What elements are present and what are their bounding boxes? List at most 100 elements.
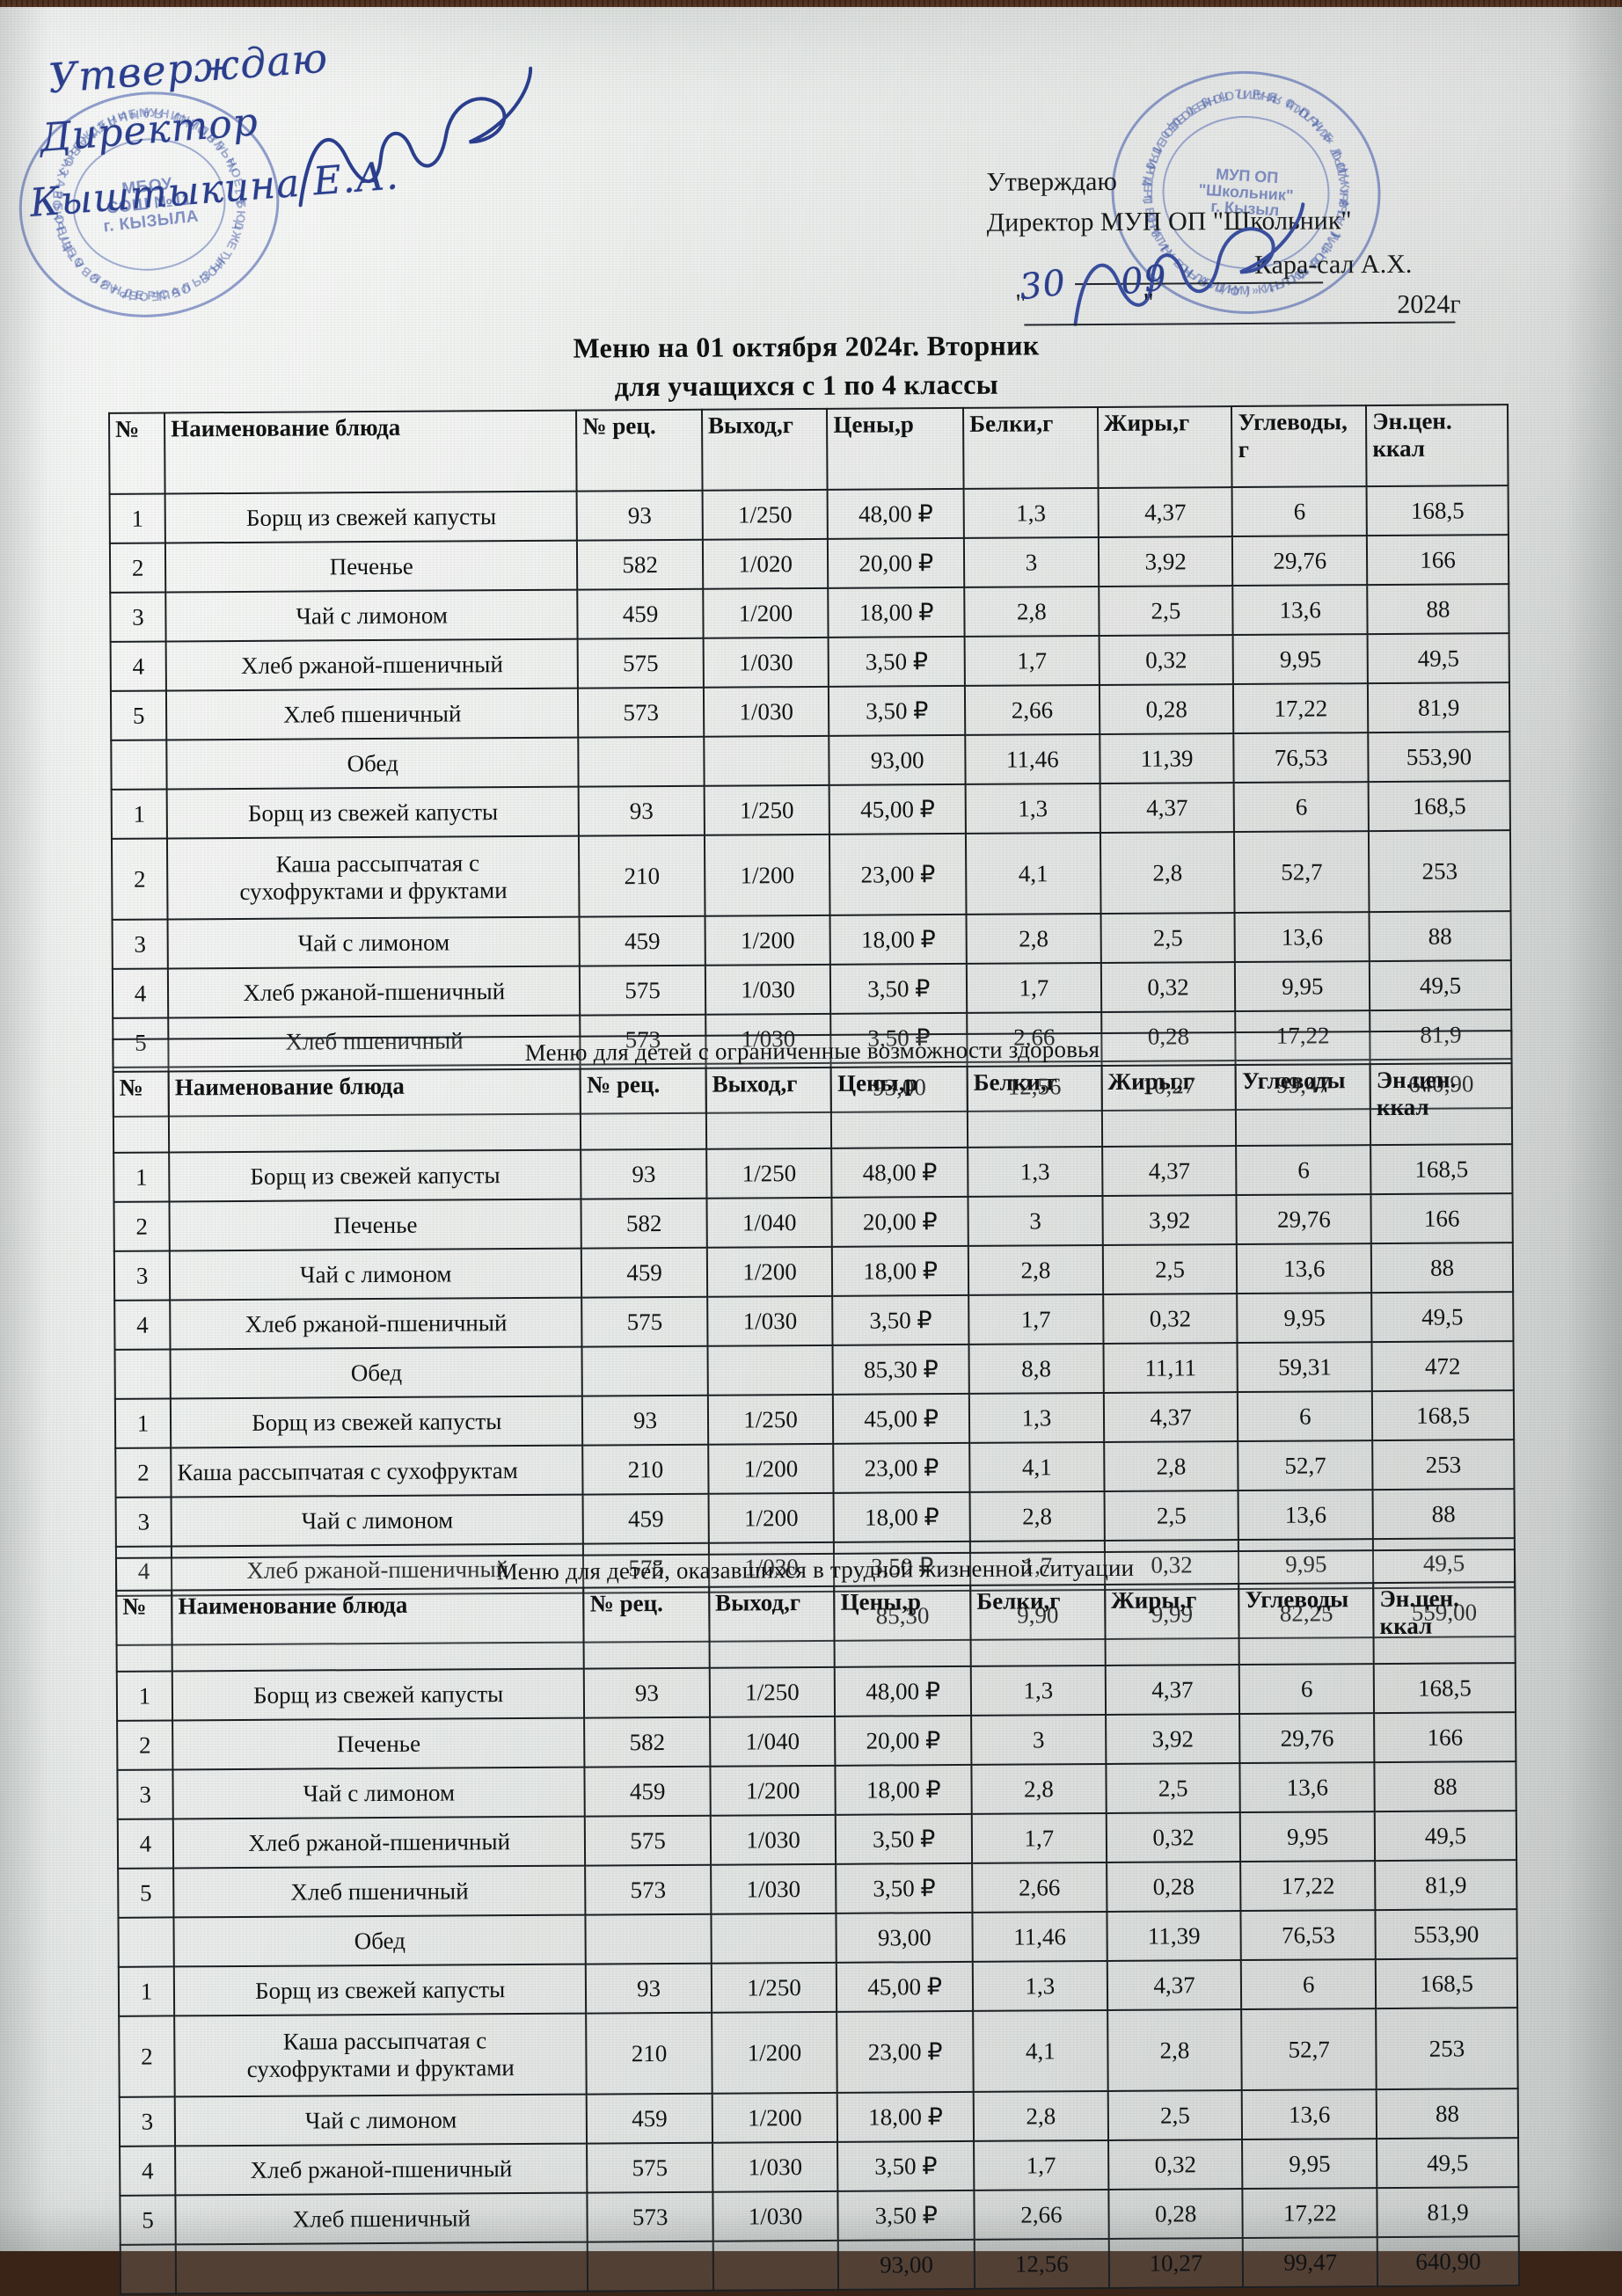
cell-dish-name: Чай с лимоном [171, 1494, 584, 1547]
table-row: 5 Хлеб пшеничный 573 1/030 3,50 ₽2,66 0,28 17,… [110, 682, 1510, 740]
stamp-arc-char: Ю [233, 209, 249, 224]
cell-fat: 11,39 [1100, 733, 1235, 784]
cell-dish-name: Борщ из свежей капусты [166, 786, 580, 839]
cell-recipe: 575 [581, 1296, 708, 1347]
stamp-arc-char: П [1142, 170, 1158, 183]
stamp-arc-char: Ы [207, 256, 226, 275]
table3-subtotal-body: Обед 93,00 11,46 11,39 76,53 553,90 [118, 1909, 1517, 1967]
cell-carbs: 29,76 [1239, 1713, 1375, 1764]
cell-protein: 11,46 [972, 1911, 1107, 1962]
cell-output [711, 1913, 837, 1964]
cell-dish-name: Борщ из свежей капусты [164, 491, 578, 543]
stamp-arc-char: С [1178, 106, 1195, 124]
cell-fat: 0,32 [1099, 635, 1234, 685]
stamp-arc-char: Н [1308, 117, 1326, 135]
stamp-arc-char: Е [134, 287, 146, 302]
cell-number: 3 [113, 1250, 171, 1301]
col-fat: Жиры,г [1097, 406, 1232, 488]
cell-output: 1/030 [710, 1863, 837, 1914]
director-signature-icon [1073, 202, 1305, 326]
cell-dish-name: Каша рассыпчатая с сухофруктам [171, 1445, 583, 1498]
cell-recipe: 573 [587, 2191, 713, 2242]
cell-energy: 88 [1370, 1243, 1514, 1294]
table-row: 3 Чай с лимоном 459 1/200 18,00 ₽2,8 2,5 13,6 8… [115, 1489, 1515, 1547]
table2-subtotal-body: Обед 85,30 ₽8,8 11,11 59,31 472 [114, 1341, 1514, 1399]
stamp-arc-char: Б [1164, 119, 1181, 136]
cell-dish-name: Чай с лимоном [169, 1248, 582, 1301]
stamp-arc-char: Г [1326, 145, 1343, 158]
cell-energy: 640,90 [1377, 2236, 1520, 2287]
cell-recipe: 93 [584, 1667, 710, 1718]
cell-protein: 3 [963, 536, 1099, 587]
table-row: 1 Борщ из свежей капусты 93 1/250 45,00 ₽1,3… [114, 1390, 1515, 1448]
cell-recipe: 459 [584, 1766, 711, 1817]
col-recipe: № рец. [583, 1586, 710, 1669]
table3-body-2: 1 Борщ из свежей капусты 93 1/250 45,00 ₽1,3… [118, 1958, 1519, 2245]
cell-number: 1 [113, 1152, 170, 1202]
stamp-arc-char: П [1141, 194, 1156, 205]
cell-energy: 168,5 [1366, 485, 1509, 536]
cell-recipe: 575 [577, 638, 704, 689]
cell-protein: 1,3 [963, 487, 1099, 538]
stamp-arc-char: Е [1141, 182, 1156, 193]
cell-dish-name: Чай с лимоном [172, 1767, 586, 1819]
stamp-arc-char: С [1282, 95, 1297, 113]
stamp-arc-char: « [1282, 97, 1297, 113]
cell-dish-name: Хлеб ржаной-пшеничный [165, 638, 579, 691]
cell-recipe: 582 [577, 539, 704, 590]
cell-carbs: 13,6 [1237, 1243, 1372, 1294]
subtotal-row: Обед 93,00 11,46 11,39 76,53 553,90 [118, 1909, 1517, 1967]
cell-price: 18,00 ₽ [828, 587, 965, 638]
cell-fat: 2,5 [1104, 1491, 1239, 1541]
cell-energy: 88 [1372, 1489, 1515, 1540]
cell-protein: 2,8 [964, 586, 1100, 637]
cell-carbs: 13,6 [1238, 1490, 1373, 1541]
stamp-arc-char: И [1264, 90, 1278, 106]
page-title-line2: для учащихся с 1 по 4 классы [614, 368, 999, 403]
col-energy: Эн.цен. ккал [1366, 405, 1509, 487]
cell-protein: 2,8 [969, 1491, 1105, 1542]
cell-fat: 11,11 [1103, 1343, 1238, 1393]
cell-number: 2 [113, 1201, 170, 1251]
stamp-arc-char: О [178, 281, 194, 298]
stamp-arc-char: Д [1141, 176, 1157, 188]
table-row: 1 Борщ из свежей капусты 93 1/250 48,00 ₽1,3… [109, 485, 1509, 543]
stamp-arc-char: Б [128, 288, 139, 303]
stamp-arc-char: З [56, 165, 73, 179]
table1-subtotal-body: Обед 93,00 11,46 11,39 76,53 553,90 [111, 732, 1510, 790]
cell-carbs: 13,6 [1232, 585, 1368, 636]
cell-carbs: 6 [1234, 782, 1370, 833]
cell-output: 1/250 [702, 489, 829, 540]
table1-body-2: 1 Борщ из свежей капусты 93 1/250 45,00 ₽1,3… [111, 781, 1512, 1068]
cell-subtotal-label: Обед [173, 1914, 587, 1967]
cell-carbs: 9,95 [1242, 2139, 1377, 2190]
table-row: 3 Чай с лимоном 459 1/200 18,00 ₽2,8 2,5 13,6 8… [112, 911, 1511, 969]
cell-price: 18,00 ₽ [833, 1491, 970, 1542]
col-energy: Эн.цен. ккал [1373, 1582, 1516, 1665]
stamp-arc-char: О [1223, 88, 1236, 105]
cell-number: 5 [110, 690, 167, 740]
cell-dish-name: Хлеб ржаной-пшеничный [172, 1816, 586, 1869]
cell-output: 1/250 [709, 1666, 836, 1717]
cell-fat: 0,32 [1102, 1294, 1238, 1344]
cell-energy: 166 [1374, 1712, 1516, 1763]
handwritten-day: 30 [1017, 262, 1069, 309]
subtotal-row: Обед 93,00 11,46 11,39 76,53 553,90 [111, 732, 1510, 790]
cell-price: 93,00 [829, 734, 966, 785]
cell-recipe: 93 [586, 1963, 712, 2014]
cell-fat: 4,37 [1105, 1665, 1240, 1715]
stamp-arc-char: Т [218, 247, 236, 262]
cell-fat: 2,5 [1102, 1244, 1238, 1294]
cell-protein: 1,3 [968, 1392, 1104, 1443]
cell-number: 3 [112, 919, 168, 969]
col-fat: Жиры,г [1104, 1584, 1240, 1666]
cell-price: 93,00 [838, 2239, 975, 2290]
cell-fat: 4,37 [1107, 1960, 1242, 2010]
stamp-arc-char: К [214, 250, 230, 266]
cell-output [712, 2240, 839, 2291]
cell-dish-name: Чай с лимоном [174, 2094, 588, 2147]
cell-price: 3,50 ₽ [832, 1294, 969, 1345]
cell-recipe: 210 [579, 835, 705, 917]
stamp-arc-char: Г [1219, 89, 1230, 106]
menu-table-hardship: Меню для детей, оказавшихся в трудной жи… [114, 1549, 1521, 2295]
